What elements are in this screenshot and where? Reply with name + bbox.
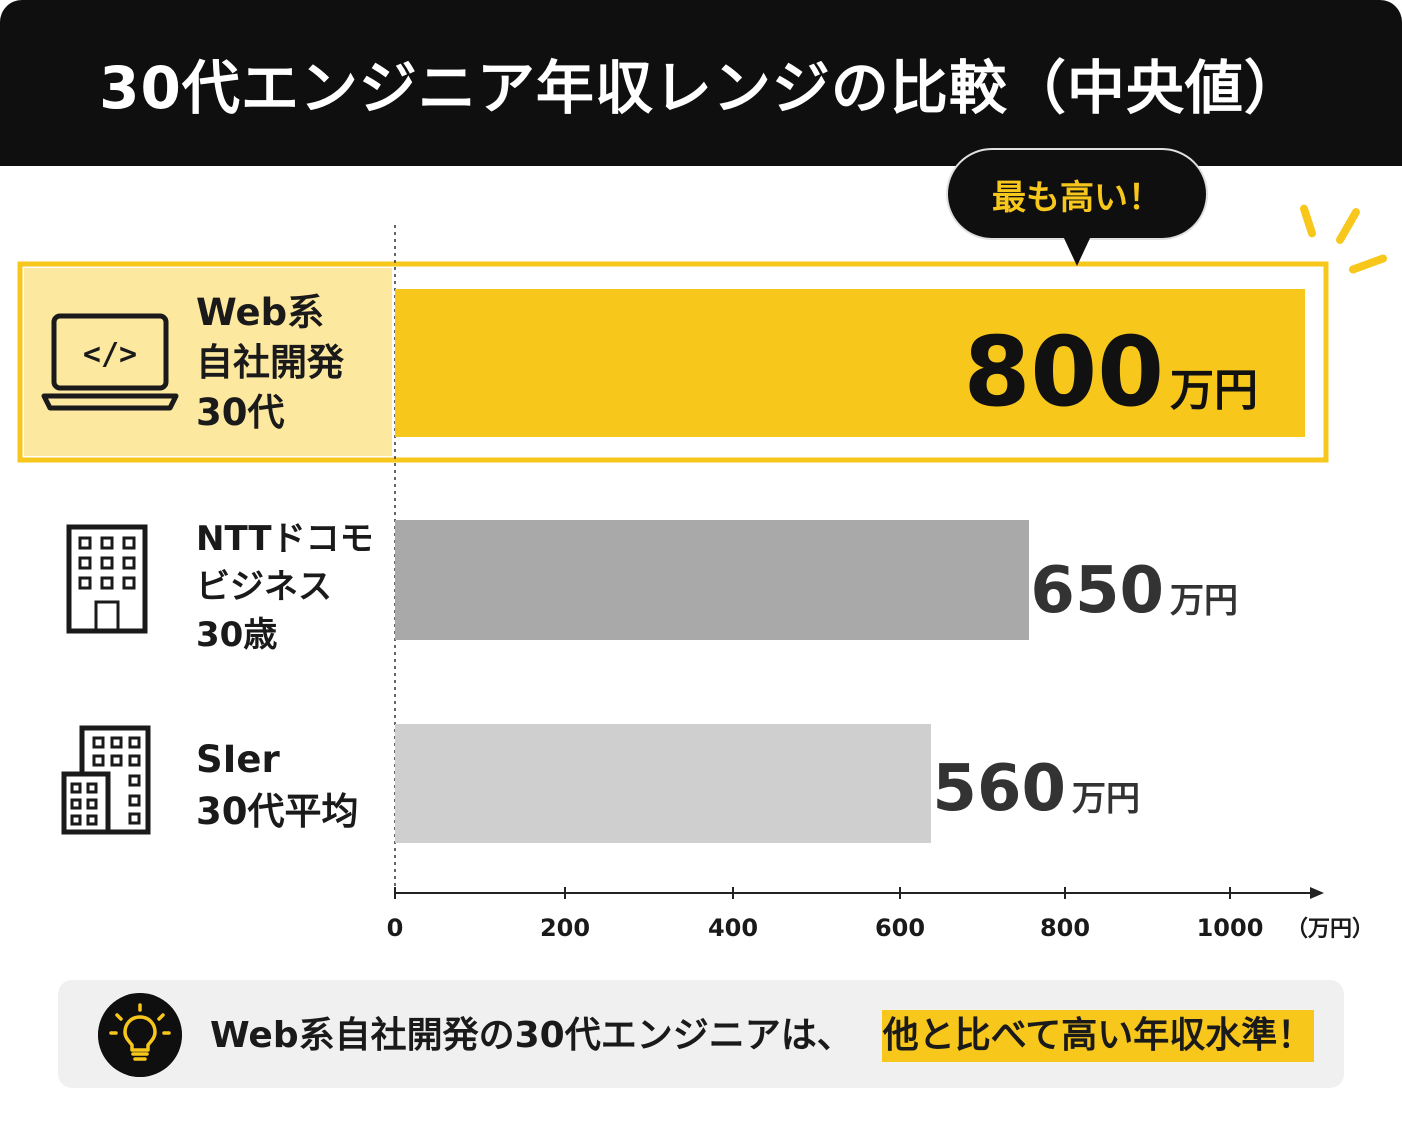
bar bbox=[395, 289, 1305, 437]
row-label-line: Web系 bbox=[196, 291, 325, 334]
row-label-line: 30代平均 bbox=[196, 790, 359, 833]
bar-value-unit: 万円 bbox=[1072, 779, 1140, 819]
x-tick-label: 1000 bbox=[1197, 914, 1264, 942]
callout-bubble: 最も高い！ bbox=[946, 148, 1208, 240]
bar-value-label: 650 bbox=[1030, 554, 1164, 628]
bar-value-label: 560 bbox=[932, 752, 1066, 826]
row-label-line: 30代 bbox=[196, 391, 285, 434]
summary-text: Web系自社開発の30代エンジニアは、 bbox=[210, 1015, 853, 1056]
row-label-line: ビジネス bbox=[196, 567, 332, 607]
x-tick-label: 200 bbox=[540, 914, 590, 942]
x-axis-arrow bbox=[1310, 887, 1324, 899]
svg-text:</>: </> bbox=[83, 337, 137, 372]
callout-bubble-tail bbox=[1063, 236, 1091, 266]
row-label-sier: SIer 30代平均 bbox=[196, 734, 359, 838]
bar-value-label: 800 bbox=[964, 316, 1164, 428]
lightbulb-icon bbox=[98, 993, 182, 1077]
x-tick-label: 600 bbox=[875, 914, 925, 942]
bar bbox=[395, 724, 931, 843]
x-axis-unit-label: （万円） bbox=[1286, 917, 1374, 942]
row-label-line: 30歳 bbox=[196, 615, 278, 655]
laptop-code-icon: </> bbox=[41, 313, 179, 411]
x-tick-label: 0 bbox=[387, 914, 404, 942]
x-tick-label: 400 bbox=[708, 914, 758, 942]
row-label-web: Web系 自社開発 30代 bbox=[196, 288, 344, 438]
row-label-line: 自社開発 bbox=[196, 341, 344, 384]
header-bar: 30代エンジニア年収レンジの比較（中央値） bbox=[0, 0, 1402, 166]
bar bbox=[395, 520, 1029, 640]
bar-value-unit: 万円 bbox=[1170, 365, 1258, 416]
bar-value-unit: 万円 bbox=[1170, 581, 1238, 621]
summary-highlight: 他と比べて高い年収水準！ bbox=[882, 1010, 1314, 1062]
row-label-line: SIer bbox=[196, 738, 280, 781]
page-title: 30代エンジニア年収レンジの比較（中央値） bbox=[99, 54, 1303, 122]
highlight-label-panel bbox=[24, 268, 392, 456]
office-building-icon bbox=[66, 524, 148, 634]
x-tick-label: 800 bbox=[1040, 914, 1090, 942]
buildings-icon bbox=[61, 725, 151, 835]
row-label-line: NTTドコモ bbox=[196, 519, 374, 559]
callout-text: 最も高い！ bbox=[992, 177, 1162, 218]
row-label-docomo: NTTドコモ ビジネス 30歳 bbox=[196, 515, 374, 659]
